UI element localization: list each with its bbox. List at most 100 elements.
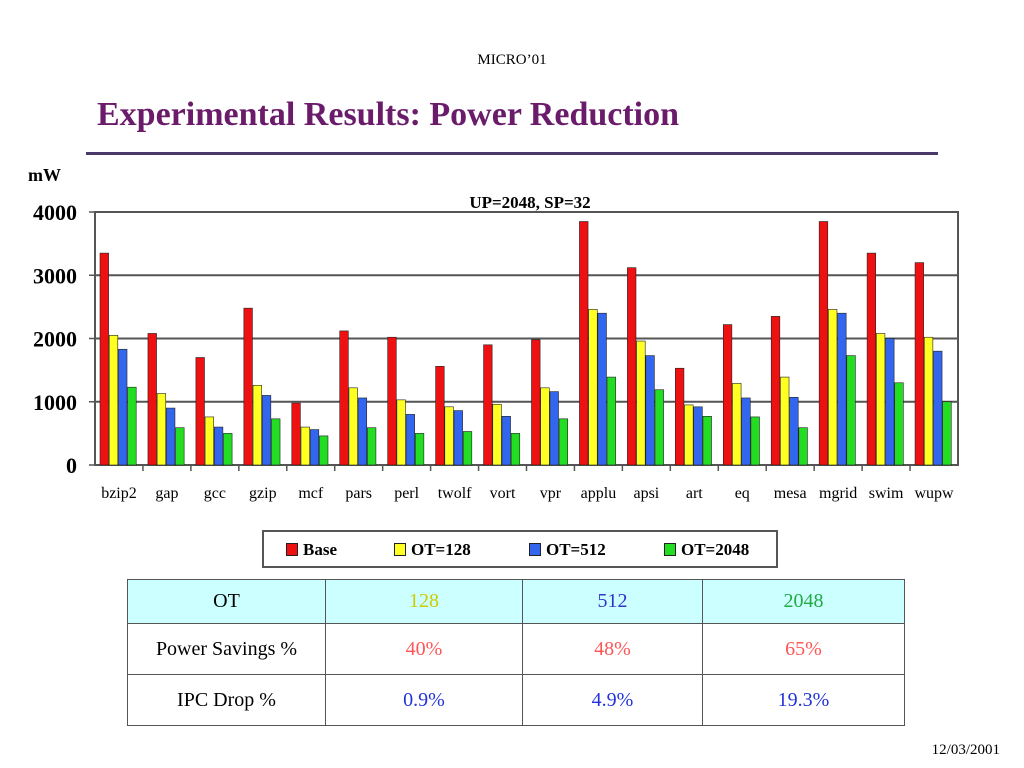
y-tick-label: 0	[66, 453, 77, 478]
bar-ot-128-gzip	[252, 385, 262, 466]
bar-ot-128-mgrid	[828, 309, 838, 466]
legend-swatch	[394, 543, 406, 556]
bar-ot-128-art	[684, 404, 694, 466]
bar-base-mesa	[770, 316, 781, 466]
bar-base-applu	[579, 221, 589, 466]
x-tick-label: gzip	[249, 485, 277, 502]
bar-ot-128-eq	[732, 383, 742, 466]
legend-swatch	[664, 543, 676, 556]
bar-ot-128-applu	[588, 309, 598, 466]
bar-ot-128-mcf	[300, 426, 310, 466]
cell-value: 4.9%	[522, 674, 703, 726]
bar-base-wupw	[914, 262, 924, 466]
bar-ot-128-gcc	[204, 416, 214, 466]
x-tick-label: vort	[490, 485, 516, 502]
footer-date: 12/03/2001	[931, 742, 1000, 758]
header-ot: OT	[127, 579, 326, 624]
slide-title: Experimental Results: Power Reduction	[97, 96, 680, 133]
cell-value: 48%	[522, 623, 703, 675]
bar-ot-2048-pars	[367, 427, 377, 466]
legend-label: OT=2048	[681, 540, 750, 559]
y-tick-label: 2000	[33, 327, 77, 352]
bar-base-swim	[866, 252, 877, 466]
bar-ot-128-vpr	[540, 387, 550, 466]
legend-item: OT=128	[394, 540, 471, 560]
bar-ot-2048-gcc	[223, 433, 233, 466]
bar-ot-512-eq	[741, 397, 751, 466]
bar-base-bzip2	[99, 252, 109, 466]
bar-base-perl	[387, 336, 397, 466]
bar-base-art	[675, 367, 685, 466]
cell-value: 65%	[702, 623, 905, 675]
bar-ot-128-pars	[348, 387, 358, 466]
y-axis-label: mW	[28, 165, 61, 185]
bar-ot-512-gzip	[261, 395, 272, 466]
bar-base-apsi	[627, 267, 637, 466]
x-tick-label: applu	[581, 485, 617, 502]
legend-item: OT=2048	[664, 540, 749, 560]
bar-ot-2048-gap	[175, 427, 185, 466]
cell-value: 40%	[325, 623, 523, 675]
bar-ot-2048-mgrid	[846, 355, 856, 466]
bar-ot-512-gap	[166, 407, 176, 466]
bar-ot-2048-apsi	[654, 389, 664, 466]
bar-ot-512-mesa	[789, 397, 799, 466]
bar-base-mcf	[291, 402, 301, 466]
bar-ot-2048-bzip2	[127, 386, 137, 466]
bar-ot-512-applu	[597, 312, 607, 466]
legend-swatch	[286, 543, 298, 556]
bar-ot-2048-mcf	[319, 435, 329, 466]
x-tick-label: pars	[345, 485, 372, 502]
cell-value: 19.3%	[702, 674, 905, 726]
bar-ot-2048-perl	[414, 433, 425, 466]
x-tick-label: wupw	[914, 485, 954, 502]
ot-results-table: OT 128 512 2048 Power Savings % 40% 48% …	[127, 579, 905, 726]
legend-label: OT=512	[546, 540, 606, 559]
bar-ot-128-wupw	[923, 336, 934, 466]
bar-ot-128-vort	[492, 403, 502, 466]
bar-base-twolf	[435, 366, 445, 466]
chart-title: UP=2048, SP=32	[469, 193, 590, 212]
bar-base-mgrid	[818, 221, 829, 466]
y-tick-label: 1000	[33, 390, 77, 415]
bar-ot-512-pars	[357, 397, 368, 466]
cell-value: 0.9%	[325, 674, 523, 726]
bar-ot-128-gap	[156, 393, 167, 466]
x-tick-label: bzip2	[101, 485, 137, 502]
bar-ot-2048-gzip	[271, 418, 281, 466]
bar-ot-128-swim	[876, 333, 886, 466]
bar-base-vpr	[531, 339, 541, 466]
header-512: 512	[522, 579, 703, 624]
bar-ot-2048-twolf	[462, 431, 473, 466]
x-tick-label: swim	[869, 485, 904, 502]
bar-base-gap	[147, 333, 157, 466]
bar-ot-128-twolf	[444, 406, 454, 466]
bar-ot-512-vpr	[549, 391, 559, 466]
bar-ot-128-apsi	[636, 340, 646, 466]
x-tick-label: art	[686, 485, 703, 502]
x-tick-label: twolf	[438, 485, 472, 502]
bar-ot-2048-wupw	[942, 401, 952, 466]
bar-base-gzip	[243, 307, 253, 466]
legend-item: OT=512	[529, 540, 606, 560]
bar-ot-2048-eq	[750, 416, 760, 466]
bar-ot-2048-applu	[606, 376, 616, 466]
bar-ot-128-perl	[396, 399, 406, 466]
x-tick-label: mesa	[774, 485, 807, 502]
bar-base-pars	[339, 330, 349, 466]
bar-ot-128-mesa	[780, 376, 790, 466]
bar-ot-512-vort	[501, 415, 511, 466]
x-tick-label: vpr	[540, 485, 562, 502]
bar-base-gcc	[195, 357, 205, 466]
bar-chart: 0 1000 2000 3000 4000 mW UP=2048, SP=32 bzip2 ga…	[28, 165, 959, 502]
header-2048: 2048	[702, 579, 905, 624]
table-header-row: OT 128 512 2048	[127, 579, 905, 624]
legend-item: Base	[286, 540, 337, 560]
x-tick-label: apsi	[633, 485, 659, 502]
header-128: 128	[325, 579, 523, 624]
bar-ot-128-bzip2	[108, 335, 119, 466]
x-tick-label: mcf	[298, 485, 324, 502]
bar-ot-512-swim	[885, 338, 895, 466]
row-label-power-savings: Power Savings %	[127, 623, 326, 675]
y-tick-label: 3000	[33, 263, 77, 288]
